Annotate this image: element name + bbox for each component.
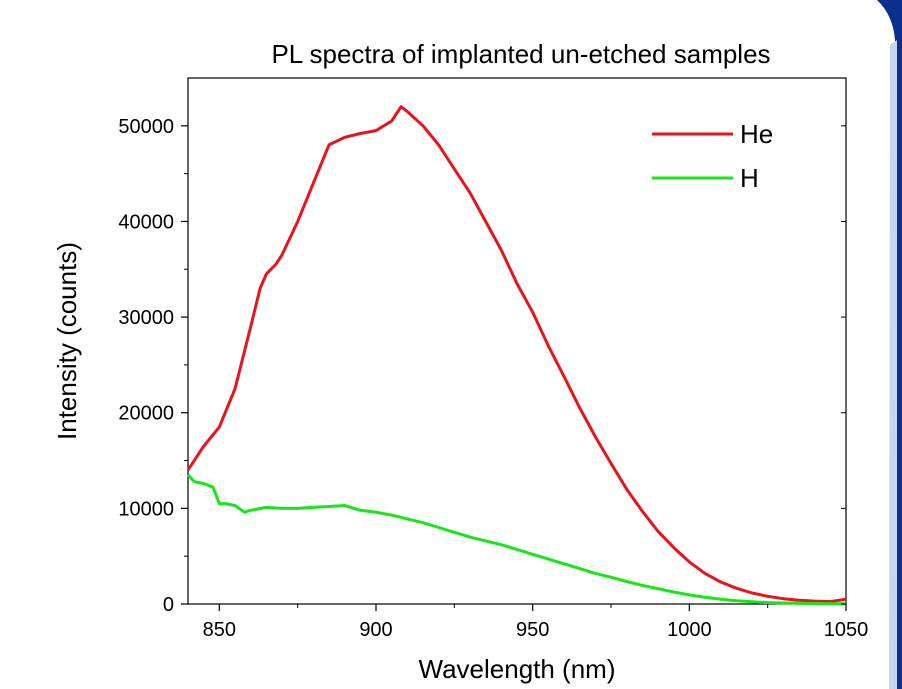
legend-label-he: He [740, 119, 773, 149]
plot-area: 850 900 950 1000 1050 0 10000 20000 30000 40000 50… [118, 77, 868, 641]
y-tick-label: 10000 [118, 498, 174, 520]
x-tick-label: 900 [359, 619, 392, 641]
x-tick-label: 1000 [667, 619, 712, 641]
series-line-he [186, 105, 847, 604]
x-axis-label: Wavelength (nm) [419, 654, 616, 684]
x-tick-label: 950 [516, 619, 549, 641]
series-layer [186, 105, 847, 606]
y-tick-label: 0 [163, 594, 174, 616]
x-tick-label: 1050 [824, 619, 869, 641]
chart-title: PL spectra of implanted un-etched sample… [271, 39, 770, 69]
decor-light-band [889, 40, 897, 689]
axis-ticks: 850 900 950 1000 1050 0 10000 20000 30000 40000 50… [118, 116, 868, 641]
y-tick-label: 50000 [118, 116, 174, 138]
y-tick-label: 20000 [118, 403, 174, 425]
x-tick-label: 850 [203, 619, 236, 641]
y-tick-label: 40000 [118, 211, 174, 233]
y-tick-label: 30000 [118, 307, 174, 329]
legend-label-h: H [740, 163, 759, 193]
edge-decoration [877, 0, 902, 689]
y-axis-label: Intensity (counts) [52, 242, 82, 440]
plot-frame [187, 77, 847, 605]
series-line-h [186, 473, 847, 606]
legend: He H [652, 119, 773, 193]
